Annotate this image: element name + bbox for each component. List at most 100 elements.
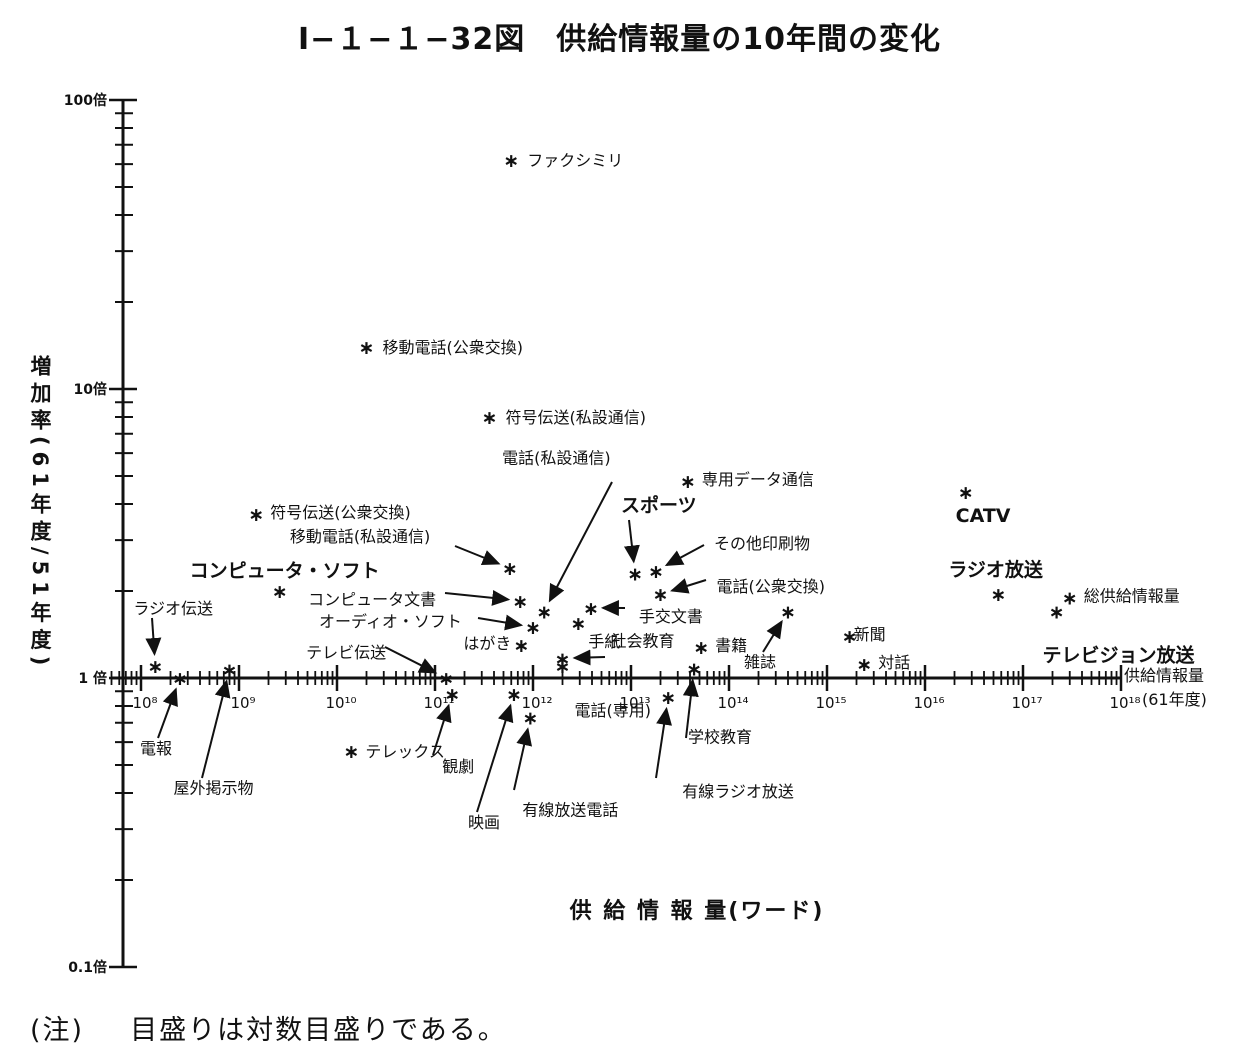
- point-label: 書籍: [715, 636, 747, 655]
- data-point: ∗: [272, 581, 288, 603]
- point-label: 対話: [878, 653, 910, 672]
- point-label: 有線放送電話: [522, 800, 618, 819]
- leader-arrow: [548, 481, 613, 603]
- point-label: 移動電話(私設通信): [290, 527, 431, 546]
- data-point: ∗: [648, 561, 664, 583]
- data-point: ∗: [525, 617, 541, 639]
- leader-arrow: [201, 679, 231, 779]
- point-label: 映画: [468, 813, 500, 832]
- point-label: 社会教育: [611, 631, 675, 650]
- data-point: ∗: [248, 504, 264, 526]
- point-label: 電話(私設通信): [502, 448, 611, 467]
- point-label: その他印刷物: [714, 534, 810, 553]
- x-tick-label: 10¹³: [619, 694, 650, 712]
- point-label: はがき: [463, 634, 511, 653]
- data-point: ∗: [555, 648, 571, 670]
- point-label: 有線ラジオ放送: [682, 782, 794, 801]
- leader-arrow: [762, 619, 783, 653]
- data-point: ∗: [502, 558, 518, 580]
- point-label: 符号伝送(公衆交換): [270, 503, 411, 522]
- data-point: ∗: [653, 584, 669, 606]
- data-point: ∗: [842, 626, 858, 648]
- point-label: 新聞: [854, 625, 886, 644]
- x-axis-end-label: 供給情報量: [1124, 666, 1204, 685]
- point-label: 専用データ通信: [702, 470, 814, 489]
- point-label: 符号伝送(私設通信): [506, 408, 647, 427]
- x-tick-label: 10¹²: [521, 694, 552, 712]
- x-tick-label: 10¹⁶: [913, 694, 944, 712]
- leader-arrow: [670, 578, 707, 594]
- y-tick-label: 10倍: [74, 381, 107, 398]
- point-label: 手紙: [588, 632, 620, 651]
- data-point: ∗: [506, 684, 522, 706]
- leader-arrow: [682, 678, 699, 739]
- leader-arrow: [444, 589, 511, 606]
- point-label: 雑誌: [744, 652, 776, 671]
- x-tick-label: 10¹⁴: [717, 694, 748, 712]
- data-point: ∗: [503, 150, 519, 172]
- data-point: ∗: [686, 658, 702, 680]
- x-axis-end-label-sub: (61年度): [1142, 690, 1207, 709]
- x-tick-label: 10¹⁰: [325, 694, 356, 712]
- point-label: 電報: [140, 739, 172, 758]
- data-point: ∗: [1062, 587, 1078, 609]
- point-label: 移動電話(公衆交換): [383, 338, 524, 357]
- point-label: 電話(専用): [575, 701, 652, 720]
- data-point: ∗: [1049, 601, 1065, 623]
- data-point: ∗: [627, 563, 643, 585]
- data-point: ∗: [536, 601, 552, 623]
- data-point: ∗: [583, 598, 599, 620]
- x-tick-label: 10¹⁵: [815, 694, 846, 712]
- point-label: オーディオ・ソフト: [319, 612, 462, 631]
- leader-arrow: [384, 646, 438, 674]
- point-label: ラジオ放送: [948, 558, 1044, 581]
- leader-arrow: [655, 706, 672, 779]
- y-axis-title: 増加率(61年度/51年度): [28, 354, 53, 671]
- data-point: ∗: [222, 660, 238, 682]
- data-point: ∗: [359, 337, 375, 359]
- point-label: ファクシミリ: [527, 151, 623, 170]
- data-point: ∗: [482, 407, 498, 429]
- footnote-label: (注): [30, 1015, 85, 1046]
- x-tick-label: 10⁸: [132, 694, 157, 712]
- point-label: 観劇: [442, 757, 474, 776]
- data-point: ∗: [343, 741, 359, 763]
- data-point: ∗: [172, 668, 188, 690]
- data-point: ∗: [438, 668, 454, 690]
- data-point: ∗: [513, 635, 529, 657]
- y-tick-label: 100倍: [64, 92, 107, 109]
- leader-arrow: [572, 649, 606, 666]
- point-label: テレックス: [365, 742, 445, 761]
- data-point: ∗: [660, 687, 676, 709]
- data-point: ∗: [522, 707, 538, 729]
- leader-arrow: [623, 519, 640, 564]
- point-label: 総供給情報量: [1084, 586, 1180, 605]
- data-point: ∗: [555, 656, 571, 678]
- point-label: CATV: [956, 505, 1011, 527]
- point-label: コンピュータ・ソフト: [190, 560, 380, 582]
- point-label: 電話(公衆交換): [717, 577, 826, 596]
- leader-arrow: [477, 614, 524, 631]
- point-label: 屋外掲示物: [174, 779, 254, 798]
- x-tick-label: 10⁹: [230, 694, 255, 712]
- leader-arrow: [145, 617, 162, 657]
- data-point: ∗: [958, 482, 974, 504]
- leader-arrow: [664, 544, 705, 567]
- data-point: ∗: [570, 613, 586, 635]
- data-point: ∗: [856, 654, 872, 676]
- leader-arrow: [513, 727, 533, 791]
- chart-title: Ⅰ−１−１−32図 供給情報量の10年間の変化: [297, 22, 942, 57]
- data-point: ∗: [990, 584, 1006, 606]
- data-point: ∗: [512, 591, 528, 613]
- footnote-text: 目盛りは対数目盛りである。: [130, 1015, 507, 1046]
- data-point: ∗: [147, 656, 163, 678]
- y-tick-label: 0.1倍: [68, 959, 107, 976]
- y-tick-label: 1 倍: [78, 670, 107, 687]
- point-label: スポーツ: [621, 493, 697, 516]
- leader-arrow: [476, 703, 514, 813]
- data-point: ∗: [693, 637, 709, 659]
- x-tick-label: 10¹⁷: [1011, 694, 1042, 712]
- point-label: 手交文書: [639, 607, 703, 626]
- point-label: テレビ伝送: [306, 643, 386, 662]
